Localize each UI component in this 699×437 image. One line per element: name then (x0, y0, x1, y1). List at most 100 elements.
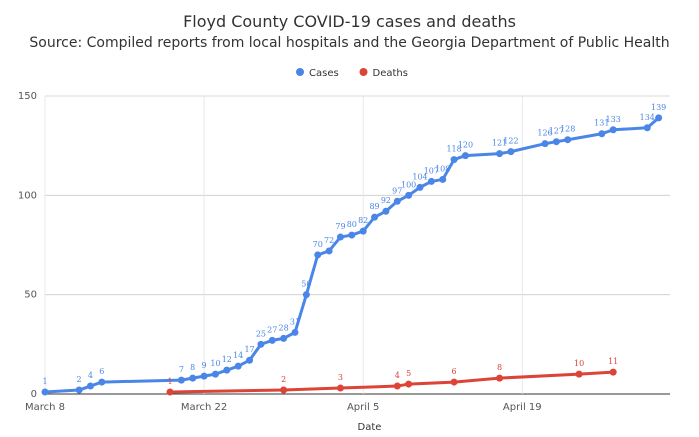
cases-data-label: 14 (233, 351, 243, 360)
cases-data-label: 70 (313, 240, 323, 249)
cases-point (291, 328, 299, 336)
cases-data-label: 121 (492, 139, 507, 148)
deaths-data-label: 8 (497, 363, 502, 372)
chart-subtitle: Source: Compiled reports from local hosp… (29, 35, 670, 51)
cases-data-label: 134 (640, 113, 655, 122)
cases-data-label: 72 (324, 236, 334, 245)
deaths-point (450, 378, 458, 386)
cases-data-label: 97 (392, 186, 402, 195)
cases-point (257, 340, 265, 348)
cases-point (200, 372, 208, 380)
deaths-line (169, 370, 614, 394)
cases-data-label: 118 (446, 145, 461, 154)
x-tick-label: March 8 (25, 402, 65, 413)
cases-point (177, 376, 185, 384)
deaths-data-label: 2 (281, 375, 286, 384)
legend-label-deaths: Deaths (373, 68, 408, 79)
cases-data-label: 9 (202, 361, 207, 370)
cases-point (75, 386, 83, 394)
cases-data-label: 100 (401, 180, 416, 189)
cases-point (393, 197, 401, 205)
x-tick-label: April 5 (347, 402, 379, 413)
cases-data-label: 122 (503, 137, 518, 146)
deaths-data-label: 5 (406, 369, 411, 378)
cases-data-label: 12 (222, 355, 232, 364)
cases-point (41, 388, 49, 396)
deaths-data-label: 1 (167, 377, 172, 386)
cases-data-label: 7 (179, 365, 184, 374)
cases-point (416, 183, 424, 191)
legend-marker-cases (296, 68, 304, 76)
cases-data-label: 4 (88, 371, 93, 380)
cases-point (643, 124, 651, 132)
cases-point (325, 247, 333, 255)
deaths-point (405, 380, 413, 388)
cases-data-label: 8 (190, 363, 195, 372)
legend-marker-deaths (359, 68, 368, 76)
cases-point (223, 366, 231, 374)
cases-data-label: 50 (301, 280, 311, 289)
cases-point (609, 126, 617, 134)
cases-data-label: 82 (358, 216, 368, 225)
deaths-data-label: 4 (395, 371, 400, 380)
deaths-point (575, 370, 583, 378)
deaths-data-label: 3 (338, 373, 343, 382)
cases-data-label: 17 (244, 345, 254, 354)
cases-point (382, 207, 390, 215)
cases-data-label: 25 (256, 329, 266, 338)
x-tick-label: April 19 (503, 402, 542, 413)
cases-data-label: 108 (435, 164, 450, 173)
cases-point (280, 334, 288, 342)
cases-data-label: 89 (369, 202, 379, 211)
deaths-point (393, 382, 401, 390)
deaths-point (609, 368, 617, 376)
cases-data-label: 128 (560, 125, 575, 134)
cases-point (427, 177, 435, 185)
y-tick-label: 50 (24, 290, 37, 301)
cases-data-label: 6 (99, 367, 104, 376)
cases-point (405, 191, 413, 199)
cases-point (564, 136, 572, 144)
cases-data-label: 27 (267, 325, 277, 334)
cases-point (302, 291, 310, 299)
cases-point (189, 374, 197, 382)
cases-point (371, 213, 379, 221)
legend-label-cases: Cases (309, 68, 339, 79)
x-axis-title: Date (358, 422, 382, 433)
cases-point (552, 138, 560, 146)
cases-point (439, 175, 447, 183)
cases-data-label: 80 (347, 220, 357, 229)
cases-line (44, 116, 660, 394)
cases-point (348, 231, 356, 239)
cases-data-label: 107 (424, 166, 439, 175)
chart-title: Floyd County COVID-19 cases and deaths (183, 12, 516, 31)
cases-point (655, 114, 663, 122)
cases-data-label: 120 (458, 141, 473, 150)
cases-point (461, 152, 469, 160)
cases-point (336, 233, 344, 241)
cases-data-label: 126 (537, 129, 552, 138)
y-tick-label: 150 (18, 91, 37, 102)
cases-point (211, 370, 219, 378)
cases-data-label: 139 (651, 103, 666, 112)
cases-point (246, 356, 254, 364)
cases-data-label: 2 (77, 375, 82, 384)
cases-point (496, 150, 504, 158)
cases-data-label: 31 (290, 317, 300, 326)
cases-point (86, 382, 94, 390)
deaths-data-label: 6 (452, 367, 457, 376)
cases-data-label: 127 (549, 127, 564, 136)
cases-data-label: 10 (210, 359, 220, 368)
cases-point (450, 156, 458, 164)
deaths-point (166, 388, 174, 396)
cases-point (234, 362, 242, 370)
x-tick-label: March 22 (181, 402, 227, 413)
cases-data-label: 1 (42, 377, 47, 386)
cases-data-label: 28 (279, 323, 289, 332)
y-tick-label: 0 (31, 389, 37, 400)
cases-data-label: 133 (606, 115, 621, 124)
cases-data-label: 131 (594, 119, 609, 128)
cases-point (507, 148, 515, 156)
deaths-point (280, 386, 288, 394)
